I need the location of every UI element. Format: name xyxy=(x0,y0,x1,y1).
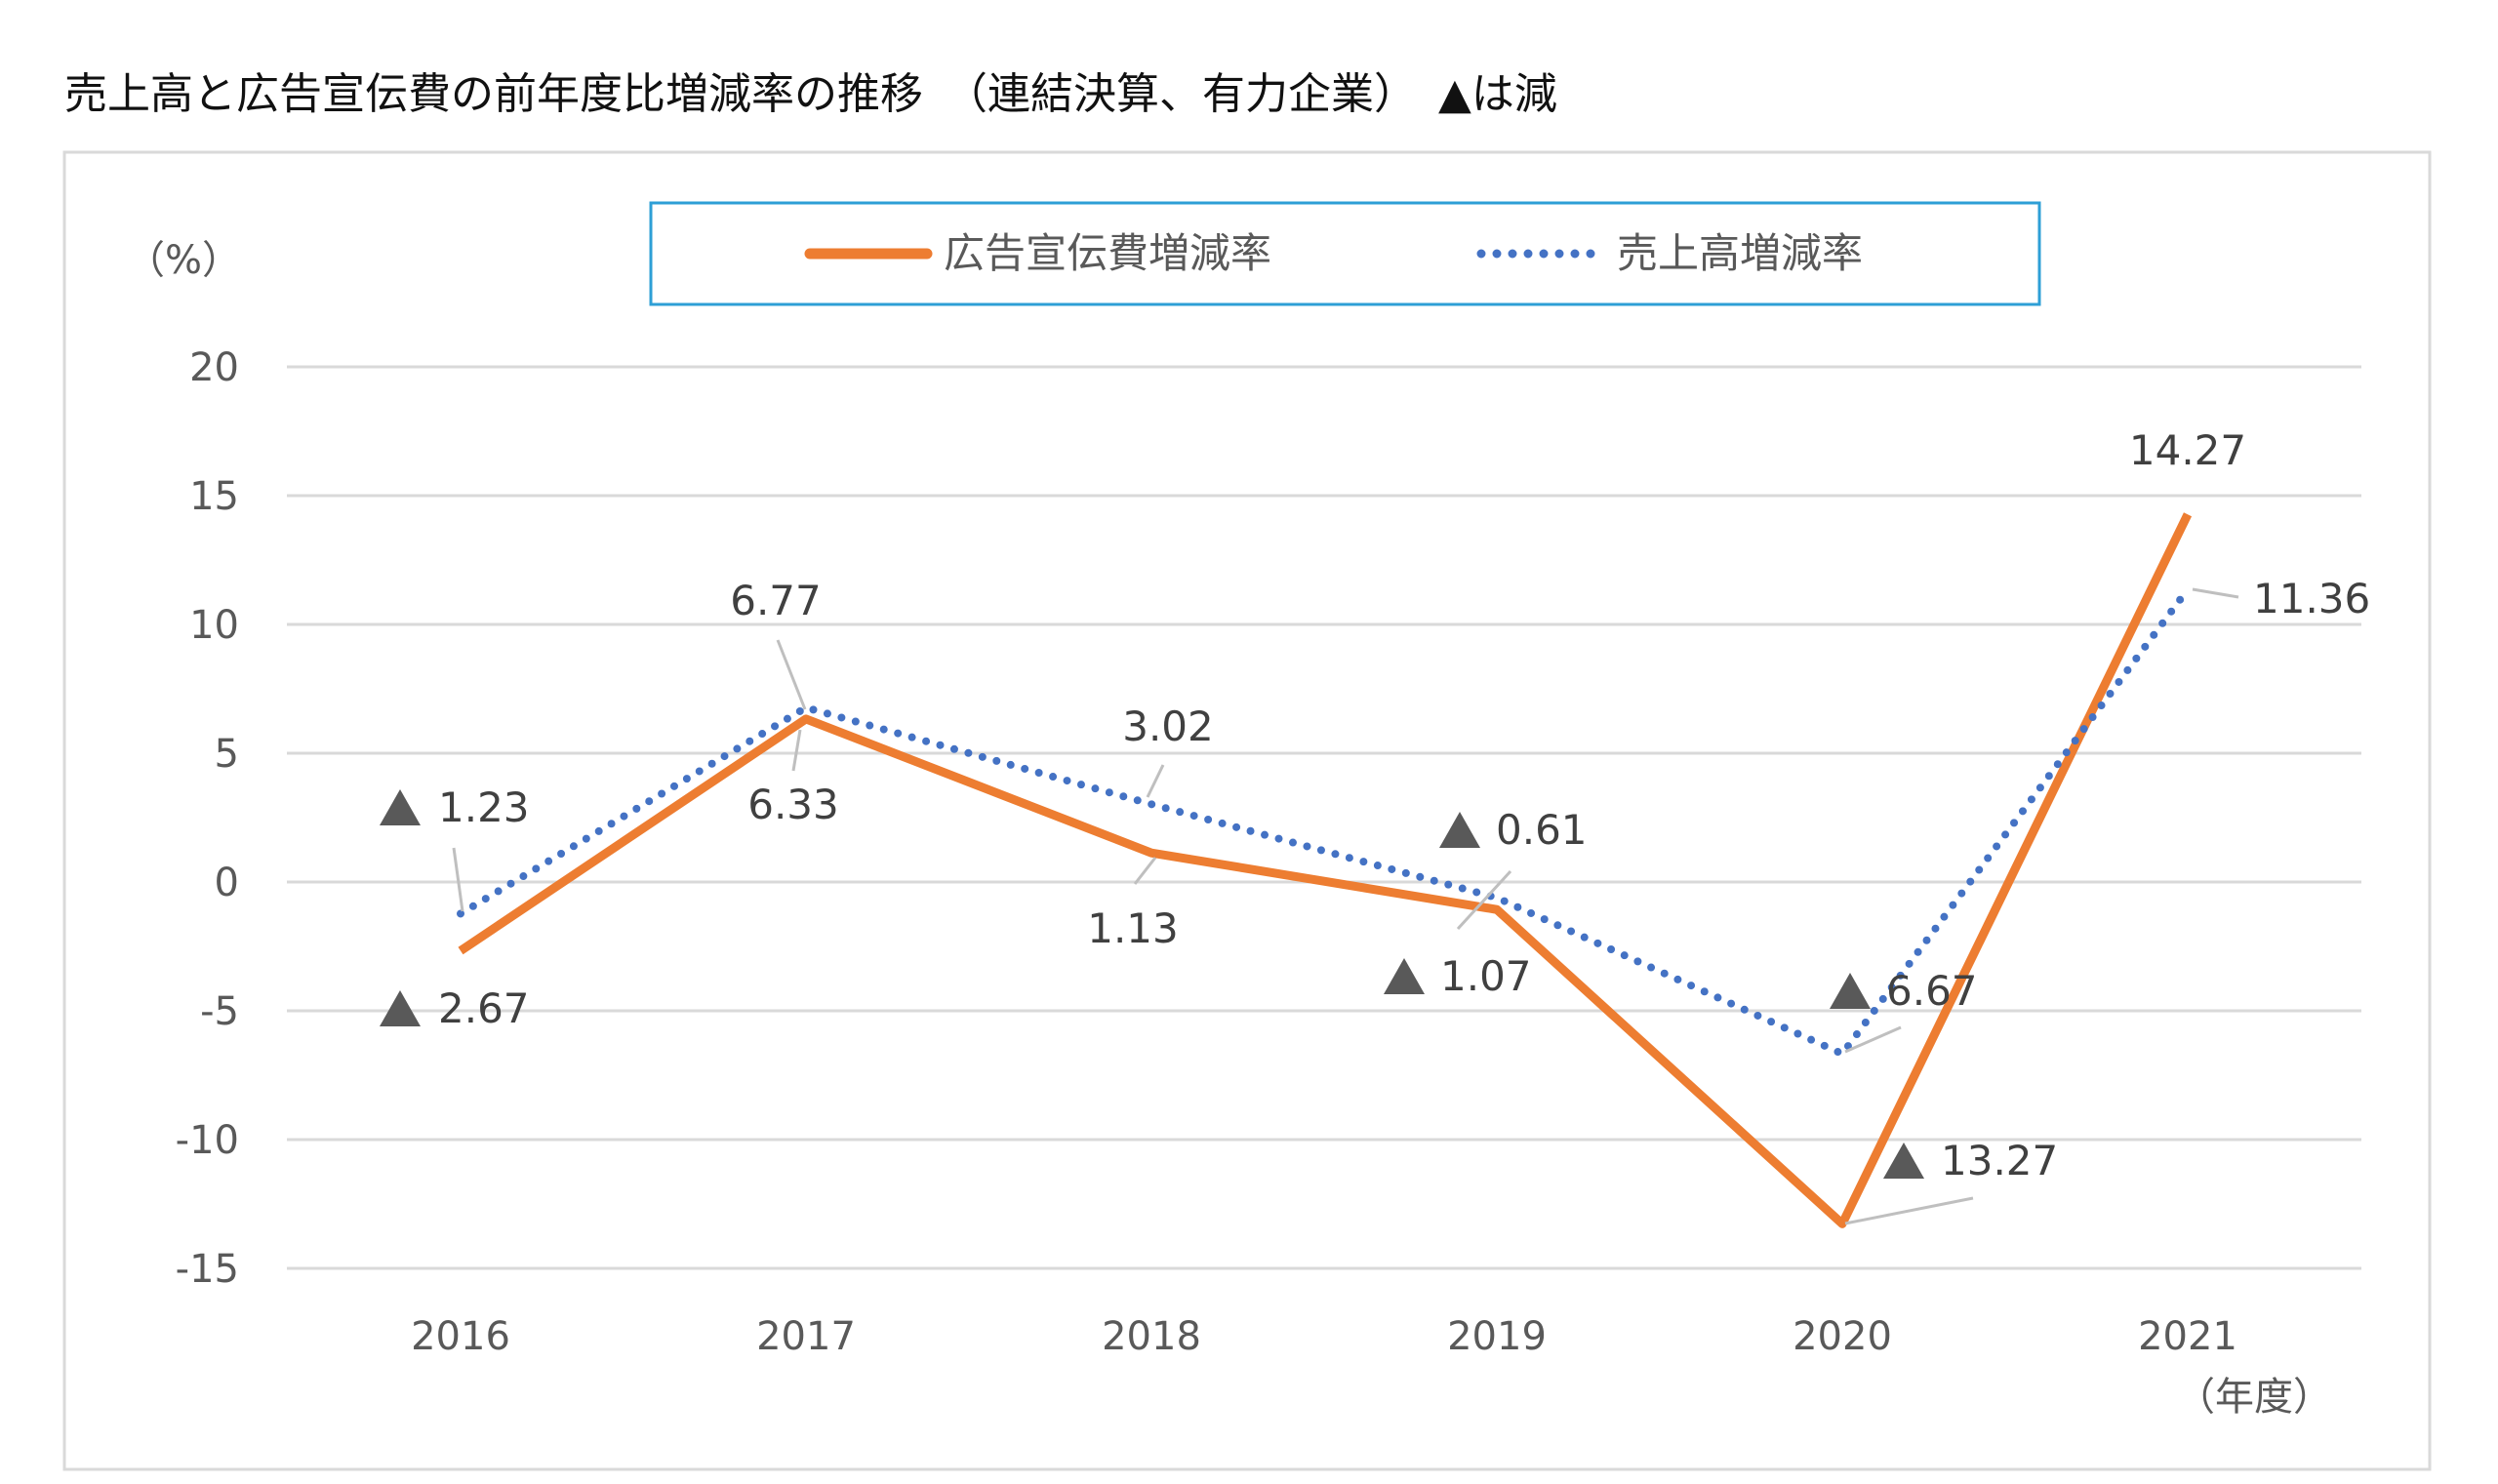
y-tick-label: 5 xyxy=(215,732,239,777)
data-label: 6.77 xyxy=(730,577,822,624)
leader-line xyxy=(1844,1025,1902,1054)
negative-triangle-icon xyxy=(1883,1143,1924,1179)
negative-triangle-icon xyxy=(380,789,421,825)
negative-triangle-icon xyxy=(1830,973,1871,1009)
legend-label-ad: 広告宣伝費増減率 xyxy=(944,229,1271,277)
negative-triangle-icon xyxy=(1439,812,1480,848)
leader-line xyxy=(1133,857,1157,885)
data-label: 3.02 xyxy=(1122,702,1214,750)
y-tick-label: -10 xyxy=(176,1118,239,1163)
negative-triangle-icon xyxy=(1384,958,1425,994)
chart-title: 売上高と広告宣伝費の前年度比増減率の推移 （連結決算、有力企業） ▲は減 xyxy=(64,69,1557,119)
y-tick-label: 15 xyxy=(189,474,239,519)
data-label: 13.27 xyxy=(1941,1137,2058,1184)
legend: 広告宣伝費増減率 売上高増減率 xyxy=(649,201,2041,306)
x-tick-label: 2019 xyxy=(1447,1314,1547,1359)
data-label: 1.07 xyxy=(1440,952,1532,1000)
data-label: 6.33 xyxy=(747,781,839,828)
x-tick-label: 2018 xyxy=(1102,1314,1201,1359)
leader-line xyxy=(1844,1196,1974,1225)
y-axis-unit: （%） xyxy=(126,238,241,283)
leader-line xyxy=(791,729,802,772)
leader-line xyxy=(452,847,464,912)
y-tick-label: 0 xyxy=(215,861,239,905)
data-label: 1.13 xyxy=(1087,904,1179,952)
x-tick-label: 2020 xyxy=(1793,1314,1892,1359)
series-line-sales xyxy=(457,585,2192,1059)
series-line-ad xyxy=(458,512,2193,1228)
leader-line xyxy=(1146,764,1165,798)
legend-label-sales: 売上高増減率 xyxy=(1617,229,1863,277)
leader-line xyxy=(1456,869,1512,931)
x-tick-label: 2021 xyxy=(2138,1314,2237,1359)
y-tick-label: 10 xyxy=(189,603,239,648)
negative-triangle-icon xyxy=(380,990,421,1026)
data-label: 1.23 xyxy=(438,783,530,831)
data-label: 0.61 xyxy=(1496,806,1588,854)
data-label: 14.27 xyxy=(2129,426,2246,474)
y-tick-label: 20 xyxy=(189,345,239,390)
leader-line xyxy=(776,639,807,710)
x-tick-label: 2017 xyxy=(756,1314,856,1359)
data-label: 2.67 xyxy=(438,984,530,1032)
data-label: 11.36 xyxy=(2253,575,2370,622)
x-tick-label: 2016 xyxy=(411,1314,510,1359)
chart-frame xyxy=(62,150,2432,1471)
x-axis-unit: （年度） xyxy=(2176,1375,2332,1420)
y-tick-label: -15 xyxy=(176,1247,239,1292)
leader-line xyxy=(2192,587,2239,599)
data-label: 6.67 xyxy=(1886,967,1978,1015)
y-tick-label: -5 xyxy=(200,989,239,1034)
